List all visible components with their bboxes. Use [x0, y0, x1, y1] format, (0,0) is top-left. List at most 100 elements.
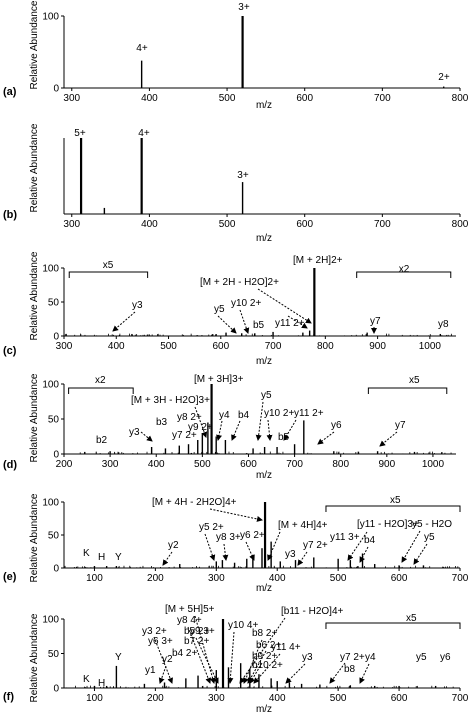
x-tick-label: 200 — [56, 459, 73, 470]
arrow-c-y11 — [287, 315, 308, 329]
zoom-bracket — [68, 387, 134, 394]
ann-d-b2: b2 — [96, 435, 108, 446]
ann-f-y3: y3 — [302, 652, 313, 663]
plot-a: 300 400 500 600 700 800 0 100 — [42, 12, 468, 105]
label-2plus-a: 2+ — [438, 72, 450, 83]
zoom-bracket — [356, 271, 452, 278]
panel-label-e: (e) — [3, 571, 17, 583]
xlabel-b: m/z — [256, 233, 272, 244]
x-tick-label: 800 — [452, 219, 469, 230]
ann-d-y7-2: y7 2+ — [172, 430, 197, 441]
x-tick-label: 600 — [212, 341, 229, 352]
zoom-bracket — [367, 387, 448, 394]
x-tick-label: 700 — [452, 573, 469, 584]
x-tick-label: 200 — [147, 573, 164, 584]
panel-b: Relative Abundance (b) m/z 300 400 500 600 7… — [3, 123, 469, 244]
ann-e-y11-h2o: [y11 - H2O]3+ — [357, 519, 419, 530]
ann-d-m3h-h2o: [M + 3H - H2O]3+ — [131, 395, 210, 406]
x-tick-label: 700 — [286, 459, 303, 470]
xlabel-e: m/z — [256, 583, 272, 594]
x-tick-label: 700 — [374, 93, 391, 104]
arrows-c — [112, 288, 377, 334]
x-tick-label: 500 — [330, 693, 347, 704]
ann-f-y7-2: y7 2+ — [340, 652, 365, 663]
ann-e-y5-2: y5 2+ — [199, 522, 224, 533]
arrow-f-y4 — [359, 663, 370, 684]
x-tick-label: 700 — [452, 693, 469, 704]
x-tick-label: 900 — [378, 459, 395, 470]
ann-f-x5: x5 — [406, 613, 417, 624]
y-tick-label: 100 — [42, 12, 59, 23]
arrows-f — [153, 615, 370, 684]
ann-d-y3: y3 — [129, 427, 140, 438]
x-tick-label: 700 — [265, 341, 282, 352]
ann-f-y5: y5 — [416, 652, 427, 663]
label-4plus-b: 4+ — [138, 128, 150, 139]
arrow-f-y3-2 — [153, 636, 173, 684]
ann-f-b11-h2o: [b11 - H2O]4+ — [281, 606, 344, 617]
ann-f-k: K — [83, 674, 90, 685]
xlabel-f: m/z — [256, 704, 272, 715]
x-tick-label: 300 — [102, 459, 119, 470]
arrow-f-b5 — [195, 637, 219, 684]
y-tick-label: 50 — [48, 415, 60, 426]
ann-f-y: Y — [115, 652, 122, 663]
arrow-d-y10 — [266, 419, 273, 441]
ann-e-y6-2: y6 2+ — [240, 530, 265, 541]
arrows-e — [162, 508, 428, 566]
ann-c-y7: y7 — [370, 316, 381, 327]
ylabel-a: Relative Abundance — [29, 0, 40, 89]
x-tick-label: 100 — [86, 573, 103, 584]
arrow-d-y3 — [140, 431, 153, 442]
arrow-e-y8 — [222, 543, 229, 561]
ann-c-x5: x5 — [103, 260, 114, 271]
arrow-d-y11 — [283, 419, 297, 441]
ann-c-y8: y8 — [438, 319, 449, 330]
arrow-d-y5 — [255, 401, 264, 441]
arrow-c-y10 — [239, 309, 250, 334]
ann-f-y1: y1 — [145, 665, 156, 676]
arrow-f-b9 — [249, 662, 263, 684]
xlabel-d: m/z — [256, 470, 272, 481]
xlabel-c: m/z — [256, 356, 272, 367]
ann-f-b8-2: b8 2+ — [252, 628, 277, 639]
ann-e-y8-3: y8 3+ — [216, 532, 241, 543]
x-tick-label: 400 — [269, 693, 286, 704]
x-tick-label: 400 — [141, 219, 158, 230]
arrow-e-m4h — [267, 531, 281, 561]
arrow-e-y11 — [347, 531, 368, 561]
x-tick-label: 300 — [56, 341, 73, 352]
x-tick-label: 600 — [296, 219, 313, 230]
x-tick-label: 500 — [194, 459, 211, 470]
ann-e-y7-2: y7 2+ — [303, 540, 328, 551]
arrow-c-y5 — [217, 315, 237, 334]
y-tick-label: 0 — [53, 84, 59, 95]
plot-d: 200 300 400 500 600 700 800 900 1000 0 50 100 — [42, 380, 456, 470]
ann-f-y3-2: y3 2+ — [142, 626, 167, 637]
x-tick-label: 400 — [148, 459, 165, 470]
arrow-f-y10 — [227, 631, 235, 684]
ann-f-h: H — [98, 678, 105, 689]
x-tick-label: 200 — [147, 693, 164, 704]
ann-e-k: K — [83, 548, 90, 559]
ann-e-y5: y5 — [424, 532, 435, 543]
x-tick-label: 300 — [208, 573, 225, 584]
x-tick-label: 400 — [269, 573, 286, 584]
x-tick-label: 500 — [219, 219, 236, 230]
ann-e-h: H — [98, 552, 105, 563]
ann-e-x5: x5 — [390, 495, 401, 506]
xlabel-a: m/z — [256, 100, 272, 111]
label-4plus-a: 4+ — [136, 43, 148, 54]
zoom-bracket — [325, 505, 461, 512]
y-tick-label: 0 — [53, 332, 59, 343]
ann-d-y9-2: y9 2+ — [188, 422, 213, 433]
panel-label-f: (f) — [3, 691, 14, 703]
y-tick-label: 0 — [53, 450, 59, 461]
panel-c: Relative Abundance (c) m/z 300 400 500 600 7… — [3, 251, 456, 367]
arrow-f-b6 — [247, 650, 267, 684]
ann-f-y6: y6 — [440, 652, 451, 663]
ylabel-e: Relative Abundance — [29, 493, 40, 582]
arrow-d-y7 — [379, 431, 398, 447]
arrow-e-y5h2o — [401, 530, 421, 563]
